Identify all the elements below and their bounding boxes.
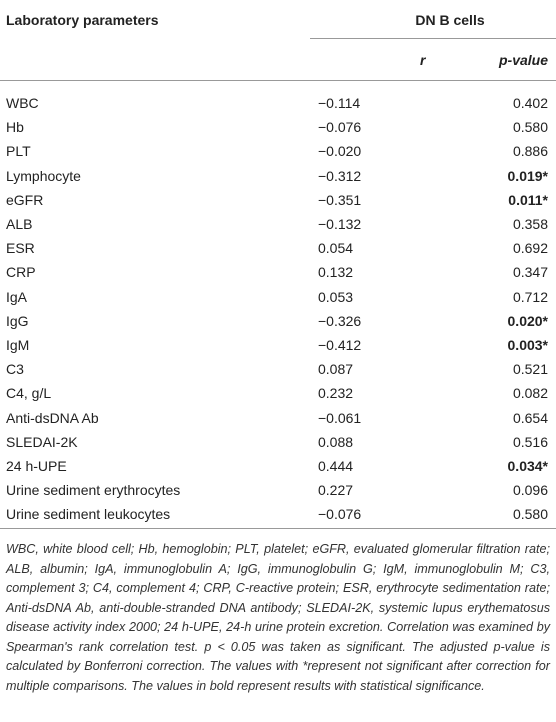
header-group: DN B cells bbox=[415, 12, 485, 28]
row-name: Lymphocyte bbox=[6, 167, 81, 184]
row-name: WBC bbox=[6, 95, 39, 111]
r-value: 0.053 bbox=[318, 288, 354, 305]
header-r: r bbox=[420, 52, 426, 68]
header-rule bbox=[0, 80, 556, 81]
r-value: −0.114 bbox=[318, 95, 361, 111]
p-value: 0.516 bbox=[512, 433, 548, 450]
r-value: −0.076 bbox=[318, 119, 362, 136]
row-name: Urine sediment leukocytes bbox=[6, 506, 171, 523]
r-value: 0.088 bbox=[318, 433, 354, 450]
p-value: 0.654 bbox=[512, 409, 548, 426]
row-name: Anti-dsDNA Ab bbox=[6, 409, 99, 426]
header-parameter: Laboratory parameters bbox=[6, 12, 159, 28]
r-value: 0.087 bbox=[318, 361, 354, 378]
r-value: 0.232 bbox=[318, 385, 354, 402]
r-value: 0.227 bbox=[318, 482, 354, 499]
p-value: 0.692 bbox=[512, 240, 548, 257]
row-name: C4, g/L bbox=[6, 385, 52, 402]
r-value: 0.132 bbox=[318, 264, 354, 281]
r-value: −0.132 bbox=[318, 216, 362, 232]
row-name: PLT bbox=[6, 143, 31, 160]
row-name: SLEDAI-2K bbox=[6, 433, 78, 450]
row-name: 24 h-UPE bbox=[6, 458, 67, 474]
r-value: −0.076 bbox=[318, 506, 362, 523]
r-value: −0.351 bbox=[318, 191, 362, 208]
p-value: 0.712 bbox=[512, 288, 548, 305]
row-name: IgG bbox=[6, 312, 29, 329]
p-value: 0.019* bbox=[507, 167, 548, 184]
row-name: IgA bbox=[6, 288, 28, 305]
p-value: 0.020* bbox=[507, 312, 548, 329]
r-value: −0.412 bbox=[318, 337, 362, 353]
p-value: 0.011* bbox=[508, 191, 548, 208]
p-value: 0.402 bbox=[512, 95, 548, 111]
p-value: 0.082 bbox=[512, 385, 548, 402]
p-value: 0.096 bbox=[512, 482, 548, 499]
r-value: −0.061 bbox=[318, 409, 362, 426]
row-name: IgM bbox=[6, 337, 30, 353]
bottom-rule bbox=[0, 528, 556, 529]
r-value: 0.054 bbox=[318, 240, 354, 257]
p-value: 0.521 bbox=[512, 361, 548, 378]
r-value: 0.444 bbox=[318, 458, 354, 474]
row-name: Hb bbox=[6, 119, 24, 136]
row-name: eGFR bbox=[6, 191, 44, 208]
p-value: 0.347 bbox=[512, 264, 548, 281]
p-value: 0.358 bbox=[512, 216, 548, 232]
footnote: WBC, white blood cell; Hb, hemoglobin; P… bbox=[6, 542, 550, 693]
r-value: −0.020 bbox=[318, 143, 362, 160]
p-value: 0.580 bbox=[512, 119, 548, 136]
r-value: −0.312 bbox=[318, 167, 362, 184]
row-name: C3 bbox=[6, 361, 24, 378]
row-name: CRP bbox=[6, 264, 36, 281]
p-value: 0.003* bbox=[507, 337, 548, 353]
p-value: 0.580 bbox=[512, 506, 548, 523]
r-value: −0.326 bbox=[318, 312, 362, 329]
row-name: Urine sediment erythrocytes bbox=[6, 482, 181, 499]
p-value: 0.886 bbox=[512, 143, 548, 160]
row-name: ESR bbox=[6, 240, 35, 257]
row-name: ALB bbox=[6, 216, 33, 232]
header-p: p-value bbox=[498, 52, 548, 68]
group-rule bbox=[310, 38, 556, 39]
p-value: 0.034* bbox=[507, 458, 548, 474]
